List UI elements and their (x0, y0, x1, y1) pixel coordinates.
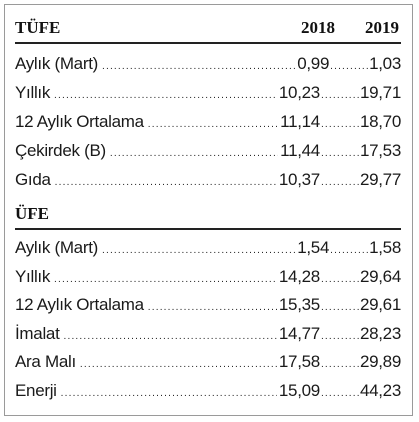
leader-dots: ........................................… (320, 387, 359, 399)
ufe-row: Ara Malı................................… (15, 351, 401, 373)
value-2018: 15,09 (278, 380, 320, 400)
leader-dots: ........................................… (60, 387, 277, 399)
value-2019: 29,89 (359, 352, 401, 371)
ufe-row: Yıllık..................................… (15, 266, 401, 288)
tufe-title: TÜFE (15, 18, 61, 37)
value-2019: 1,58 (369, 238, 401, 257)
leader-dots: ........................................… (320, 359, 359, 370)
ufe-row: Enerji..................................… (15, 380, 401, 402)
value-2018: 10,37 (278, 170, 320, 189)
leader-dots: ........................................… (54, 273, 277, 285)
leader-dots: ........................................… (54, 177, 277, 188)
tufe-row: Gıda....................................… (15, 169, 401, 191)
value-2019: 29,77 (359, 170, 401, 189)
tufe-row: 12 Aylık Ortalama.......................… (15, 111, 401, 133)
inflation-table (4, 4, 413, 416)
row-label: Ara Malı (15, 352, 76, 371)
leader-dots: ........................................… (101, 61, 295, 72)
leader-dots: ........................................… (101, 245, 295, 256)
row-label: 12 Aylık Ortalama (15, 112, 144, 131)
leader-dots: ........................................… (63, 330, 277, 342)
value-2018: 0,99 (297, 54, 330, 73)
value-2019: 19,71 (359, 83, 401, 102)
ufe-row: 12 Aylık Ortalama.......................… (15, 294, 401, 316)
value-2019: 17,53 (359, 141, 401, 160)
leader-dots: ........................................… (79, 359, 277, 370)
value-2018: 10,23 (278, 83, 320, 102)
leader-dots: ........................................… (330, 245, 368, 256)
leader-dots: ........................................… (320, 273, 359, 285)
ufe-title: ÜFE (15, 204, 49, 223)
leader-dots: ........................................… (54, 90, 277, 101)
row-label: Çekirdek (B) (15, 141, 106, 160)
value-2018: 11,14 (280, 112, 320, 131)
row-label: Aylık (Mart) (15, 54, 98, 73)
row-label: Enerji (15, 380, 57, 400)
leader-dots: ........................................… (320, 148, 359, 159)
value-2019: 18,70 (359, 112, 401, 131)
ufe-row: Aylık (Mart)............................… (15, 237, 401, 259)
leader-dots: ........................................… (320, 177, 359, 188)
value-2019: 1,03 (369, 54, 401, 73)
ufe-header: ÜFE (15, 204, 401, 230)
row-label: Yıllık (15, 83, 51, 102)
value-2018: 15,35 (278, 295, 320, 314)
row-label: İmalat (15, 323, 60, 343)
value-2018: 17,58 (278, 352, 320, 371)
tufe-row: Çekirdek (B)............................… (15, 140, 401, 162)
row-label: Aylık (Mart) (15, 238, 98, 257)
value-2019: 44,23 (359, 380, 401, 400)
leader-dots: ........................................… (147, 302, 277, 313)
year-2018-header: 2018 (301, 18, 335, 37)
tufe-row: Aylık (Mart)............................… (15, 53, 401, 75)
value-2019: 29,61 (359, 295, 401, 314)
year-2019-header: 2019 (365, 18, 399, 37)
leader-dots: ........................................… (147, 119, 279, 130)
ufe-row: İmalat..................................… (15, 323, 401, 345)
value-2018: 11,44 (280, 141, 320, 160)
value-2018: 1,54 (297, 238, 330, 257)
leader-dots: ........................................… (109, 148, 278, 159)
leader-dots: ........................................… (320, 90, 359, 101)
tufe-row: Yıllık..................................… (15, 82, 401, 104)
value-2018: 14,28 (278, 266, 320, 286)
row-label: Yıllık (15, 266, 51, 286)
value-2019: 28,23 (359, 323, 401, 343)
leader-dots: ........................................… (320, 330, 359, 342)
leader-dots: ........................................… (320, 119, 359, 130)
value-2019: 29,64 (359, 266, 401, 286)
value-2018: 14,77 (278, 323, 320, 343)
leader-dots: ........................................… (330, 61, 368, 72)
row-label: 12 Aylık Ortalama (15, 295, 144, 314)
leader-dots: ........................................… (320, 302, 359, 313)
row-label: Gıda (15, 170, 51, 189)
tufe-header: TÜFE 2018 2019 (15, 18, 401, 44)
